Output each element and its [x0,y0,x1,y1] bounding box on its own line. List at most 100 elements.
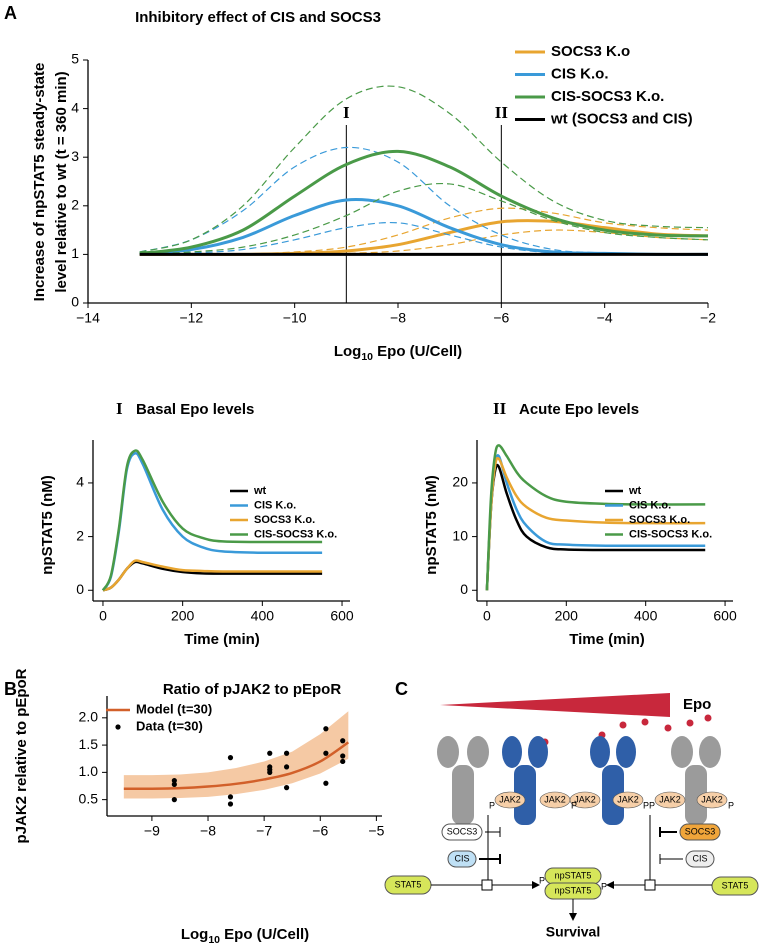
panel-label: I [116,399,123,418]
arrow-head [569,913,577,921]
x-tick-label: 400 [634,608,658,624]
y-axis-label: level relative to wt (t = 360 min) [53,71,70,292]
legend-label: Data (t=30) [136,718,203,733]
receptor-grey-left [437,736,489,825]
x-axis-label: Log10 Epo (U/Cell) [334,343,462,363]
data-point [267,750,273,756]
x-axis-label-part: Log [181,926,209,943]
y-tick-label: 1.5 [79,736,99,752]
x-axis-label: Log10 Epo (U/Cell) [181,926,309,946]
x-axis-label: Time (min) [569,631,645,648]
chart-title: Acute Epo levels [519,401,639,418]
x-tick-label: −8 [200,823,216,839]
x-tick-label: 600 [330,608,354,624]
arrow-head [606,881,614,889]
x-axis-label: Time (min) [184,631,260,648]
series-line [101,449,323,591]
series-line [485,444,706,591]
cis-label: CIS [454,853,469,863]
legend-label: SOCS3 K.o [551,43,630,60]
receptor-grey-right [671,736,721,825]
npstat5-label: npSTAT5 [555,870,592,880]
data-point [283,785,290,791]
x-tick-label: 600 [713,608,737,624]
panel-label: A [4,3,17,23]
data-point [171,797,177,803]
outcome-label: Survival [546,924,600,940]
y-tick-label: 4 [76,474,84,490]
data-point [283,750,290,756]
socs3-left [441,823,483,841]
x-axis-label-part: Log [334,343,362,360]
y-tick-label: 0 [71,294,79,310]
y-tick-label: 1.0 [79,763,99,779]
phospho-label: P [728,800,734,810]
y-tick-label: 0 [76,581,84,597]
x-tick-label: −7 [256,823,272,839]
legend-label: CIS-SOCS3 K.o. [254,528,337,540]
x-axis-label-sub: 10 [208,934,220,946]
stat5-right [711,876,759,896]
chart-3: B Ratio of pJAK2 to pEpoR −9 −8 −7 −6 −5 0.5 1.0… [4,668,385,945]
epo-gradient [440,693,670,717]
data-point [227,801,234,807]
socs3-right [679,823,721,841]
phospho-label: PP [643,800,655,810]
y-tick-label: 20 [452,474,468,490]
receptor-blue-right [590,736,636,825]
x-tick-label: 0 [99,608,107,624]
jak2-label: JAK2 [574,794,596,804]
panel-label: II [493,399,507,418]
x-tick-label: −8 [390,310,406,326]
chart-title: Inhibitory effect of CIS and SOCS3 [135,9,381,26]
ligand-label: Epo [683,696,711,713]
y-tick-label: 5 [71,51,79,67]
data-point [171,781,177,787]
stat5-label: STAT5 [722,880,749,890]
legend-label: SOCS3 K.o. [629,514,690,526]
stat5-label: STAT5 [395,879,422,889]
series-line [102,560,323,592]
socs3-label: SOCS3 [447,826,478,836]
reaction-node [644,879,656,891]
series-line [139,198,709,256]
reaction-node [481,879,493,891]
legend-label: wt [628,485,642,497]
confidence-band [123,711,349,799]
legend-label: Model (t=30) [136,701,212,716]
x-axis-label-part: Epo (U/Cell) [373,343,462,360]
y-tick-label: 1 [71,245,79,261]
phospho-label: P [571,800,577,810]
legend-label: CIS K.o. [254,499,296,511]
jak2-label: JAK2 [617,794,639,804]
y-tick-label: 2.0 [79,709,99,725]
data-point [340,758,346,765]
jak2-label: JAK2 [499,794,521,804]
chart-title: Ratio of pJAK2 to pEpoR [163,681,341,698]
x-tick-label: −12 [179,310,203,326]
phospho-label: P [539,875,545,885]
panel-label: B [4,679,17,699]
series-line [123,741,350,791]
x-tick-label: −9 [144,823,160,839]
legend-label: wt [253,485,267,497]
data-point [267,769,273,775]
y-tick-label: 3 [71,148,79,164]
x-tick-label: 400 [251,608,275,624]
legend-label: CIS-SOCS3 K.o. [551,88,664,105]
legend-label: wt (SOCS3 and CIS) [550,110,693,127]
series-line [102,559,323,592]
y-axis-label: npSTAT5 (nM) [39,475,56,574]
x-tick-label: −14 [76,310,100,326]
data-point [171,777,177,784]
cis-right [685,850,715,868]
y-tick-label: 2 [76,527,84,543]
jak2-label: JAK2 [659,794,681,804]
y-axis-label: npSTAT5 (nM) [423,475,440,574]
chart-1: I Basal Epo levels 0 200 400 600 0 2 4 Time (min)… [39,399,354,648]
x-tick-label: −6 [493,310,509,326]
data-point [283,764,290,770]
y-axis-label: pJAK2 relative to pEpoR [13,668,30,843]
legend-swatch [115,724,121,730]
